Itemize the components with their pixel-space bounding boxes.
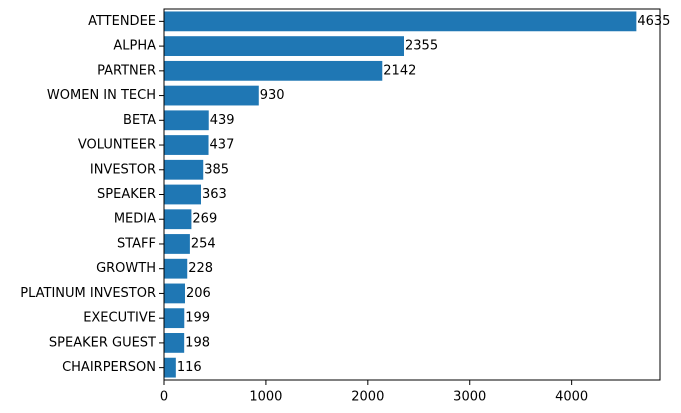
value-label: 116 (177, 360, 202, 375)
value-label: 254 (191, 236, 216, 251)
value-label: 2142 (383, 63, 416, 78)
plot-frame (163, 8, 661, 381)
value-label: 437 (210, 138, 235, 153)
bar (164, 308, 185, 329)
bar (164, 234, 190, 254)
bar (164, 36, 404, 56)
x-tick-label: 2000 (351, 390, 384, 405)
y-tick-label: STAFF (117, 236, 156, 251)
value-label: 363 (202, 187, 227, 202)
value-label: 198 (185, 335, 210, 350)
y-tick-label: ALPHA (113, 39, 156, 54)
value-label: 206 (186, 286, 211, 301)
value-label: 269 (192, 212, 217, 227)
bar (164, 159, 204, 180)
bar (164, 209, 192, 230)
bar (164, 11, 637, 32)
value-label: 2355 (405, 39, 438, 54)
y-tick-label: BETA (123, 113, 156, 128)
y-tick-label: SPEAKER GUEST (49, 335, 156, 350)
x-tick-label: 0 (160, 390, 168, 405)
bar (164, 184, 201, 205)
bar (164, 85, 259, 106)
y-tick-label: WOMEN IN TECH (47, 88, 156, 103)
value-label: 930 (260, 88, 285, 103)
y-tick-label: SPEAKER (97, 187, 156, 202)
y-tick-label: ATTENDEE (88, 14, 156, 29)
bar (164, 357, 176, 378)
bar (164, 110, 209, 131)
bar (164, 333, 185, 353)
value-label: 439 (210, 113, 235, 128)
y-tick-label: INVESTOR (90, 162, 156, 177)
bar (164, 60, 383, 81)
value-label: 199 (185, 311, 210, 326)
x-tick-label: 3000 (453, 390, 486, 405)
y-tick-label: EXECUTIVE (83, 311, 156, 326)
y-tick-label: GROWTH (96, 261, 156, 276)
y-tick-label: CHAIRPERSON (62, 360, 156, 375)
bar (164, 135, 209, 155)
bar (164, 283, 185, 304)
y-tick-label: PLATINUM INVESTOR (20, 286, 156, 301)
value-label: 4635 (637, 14, 670, 29)
x-tick-label: 1000 (249, 390, 282, 405)
y-tick-label: VOLUNTEER (78, 138, 156, 153)
value-label: 385 (204, 162, 229, 177)
y-tick-label: MEDIA (114, 212, 156, 227)
value-label: 228 (188, 261, 213, 276)
x-tick-label: 4000 (555, 390, 588, 405)
y-tick-label: PARTNER (97, 63, 156, 78)
bar (164, 258, 188, 279)
